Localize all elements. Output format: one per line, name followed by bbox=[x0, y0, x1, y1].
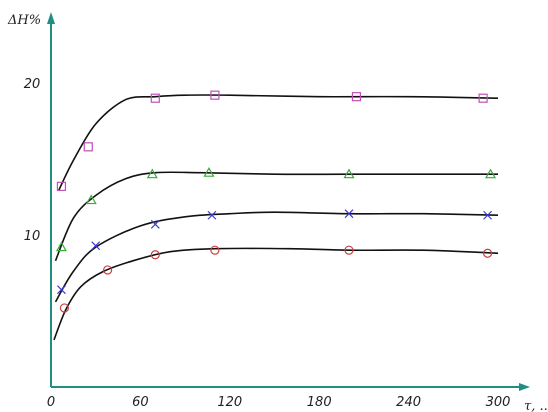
data-markers bbox=[55, 90, 497, 313]
x-marker bbox=[207, 210, 217, 220]
square-marker bbox=[56, 181, 67, 191]
circle-marker bbox=[103, 265, 113, 275]
series-x-curve bbox=[54, 211, 499, 303]
circle-marker bbox=[344, 245, 354, 255]
x-tick-label: 180 bbox=[307, 395, 332, 410]
triangle-marker bbox=[343, 168, 355, 179]
square-marker bbox=[351, 92, 362, 102]
circle-marker bbox=[482, 248, 493, 258]
triangle-marker bbox=[203, 166, 215, 177]
series-curves bbox=[53, 94, 499, 341]
circle-marker bbox=[59, 303, 70, 313]
circle-marker bbox=[150, 250, 160, 260]
x-tick-label: 60 bbox=[132, 395, 149, 410]
x-marker bbox=[57, 285, 66, 295]
square-marker bbox=[478, 93, 488, 103]
x-axis-arrow bbox=[519, 383, 530, 391]
triangle-marker bbox=[55, 241, 67, 252]
square-marker bbox=[83, 142, 93, 152]
triangle-marker bbox=[146, 168, 158, 179]
x-marker bbox=[150, 219, 160, 229]
x-tick-label: 0 bbox=[47, 395, 55, 410]
x-tick-label: 240 bbox=[396, 395, 421, 410]
x-axis-title: τ, ... bbox=[524, 399, 548, 412]
series-triangle-curve bbox=[54, 171, 498, 262]
y-tick-label: 20 bbox=[24, 77, 41, 92]
tick-labels: 0 60 120 180 240 300 10 20 bbox=[24, 77, 511, 410]
series-circle-curve bbox=[53, 247, 499, 341]
x-marker bbox=[483, 210, 492, 220]
square-marker bbox=[150, 93, 160, 103]
y-axis-title: ΔH% bbox=[7, 13, 41, 28]
y-tick-label: 10 bbox=[24, 229, 41, 244]
triangle-marker bbox=[485, 168, 497, 179]
square-marker bbox=[210, 90, 220, 100]
x-marker bbox=[91, 241, 101, 251]
triangle-marker bbox=[85, 194, 97, 205]
x-marker bbox=[344, 209, 354, 219]
x-tick-label: 120 bbox=[217, 395, 242, 410]
circle-marker bbox=[210, 245, 220, 255]
series-square-curve bbox=[57, 94, 499, 192]
x-tick-label: 300 bbox=[486, 395, 511, 410]
y-axis-arrow bbox=[47, 12, 55, 24]
